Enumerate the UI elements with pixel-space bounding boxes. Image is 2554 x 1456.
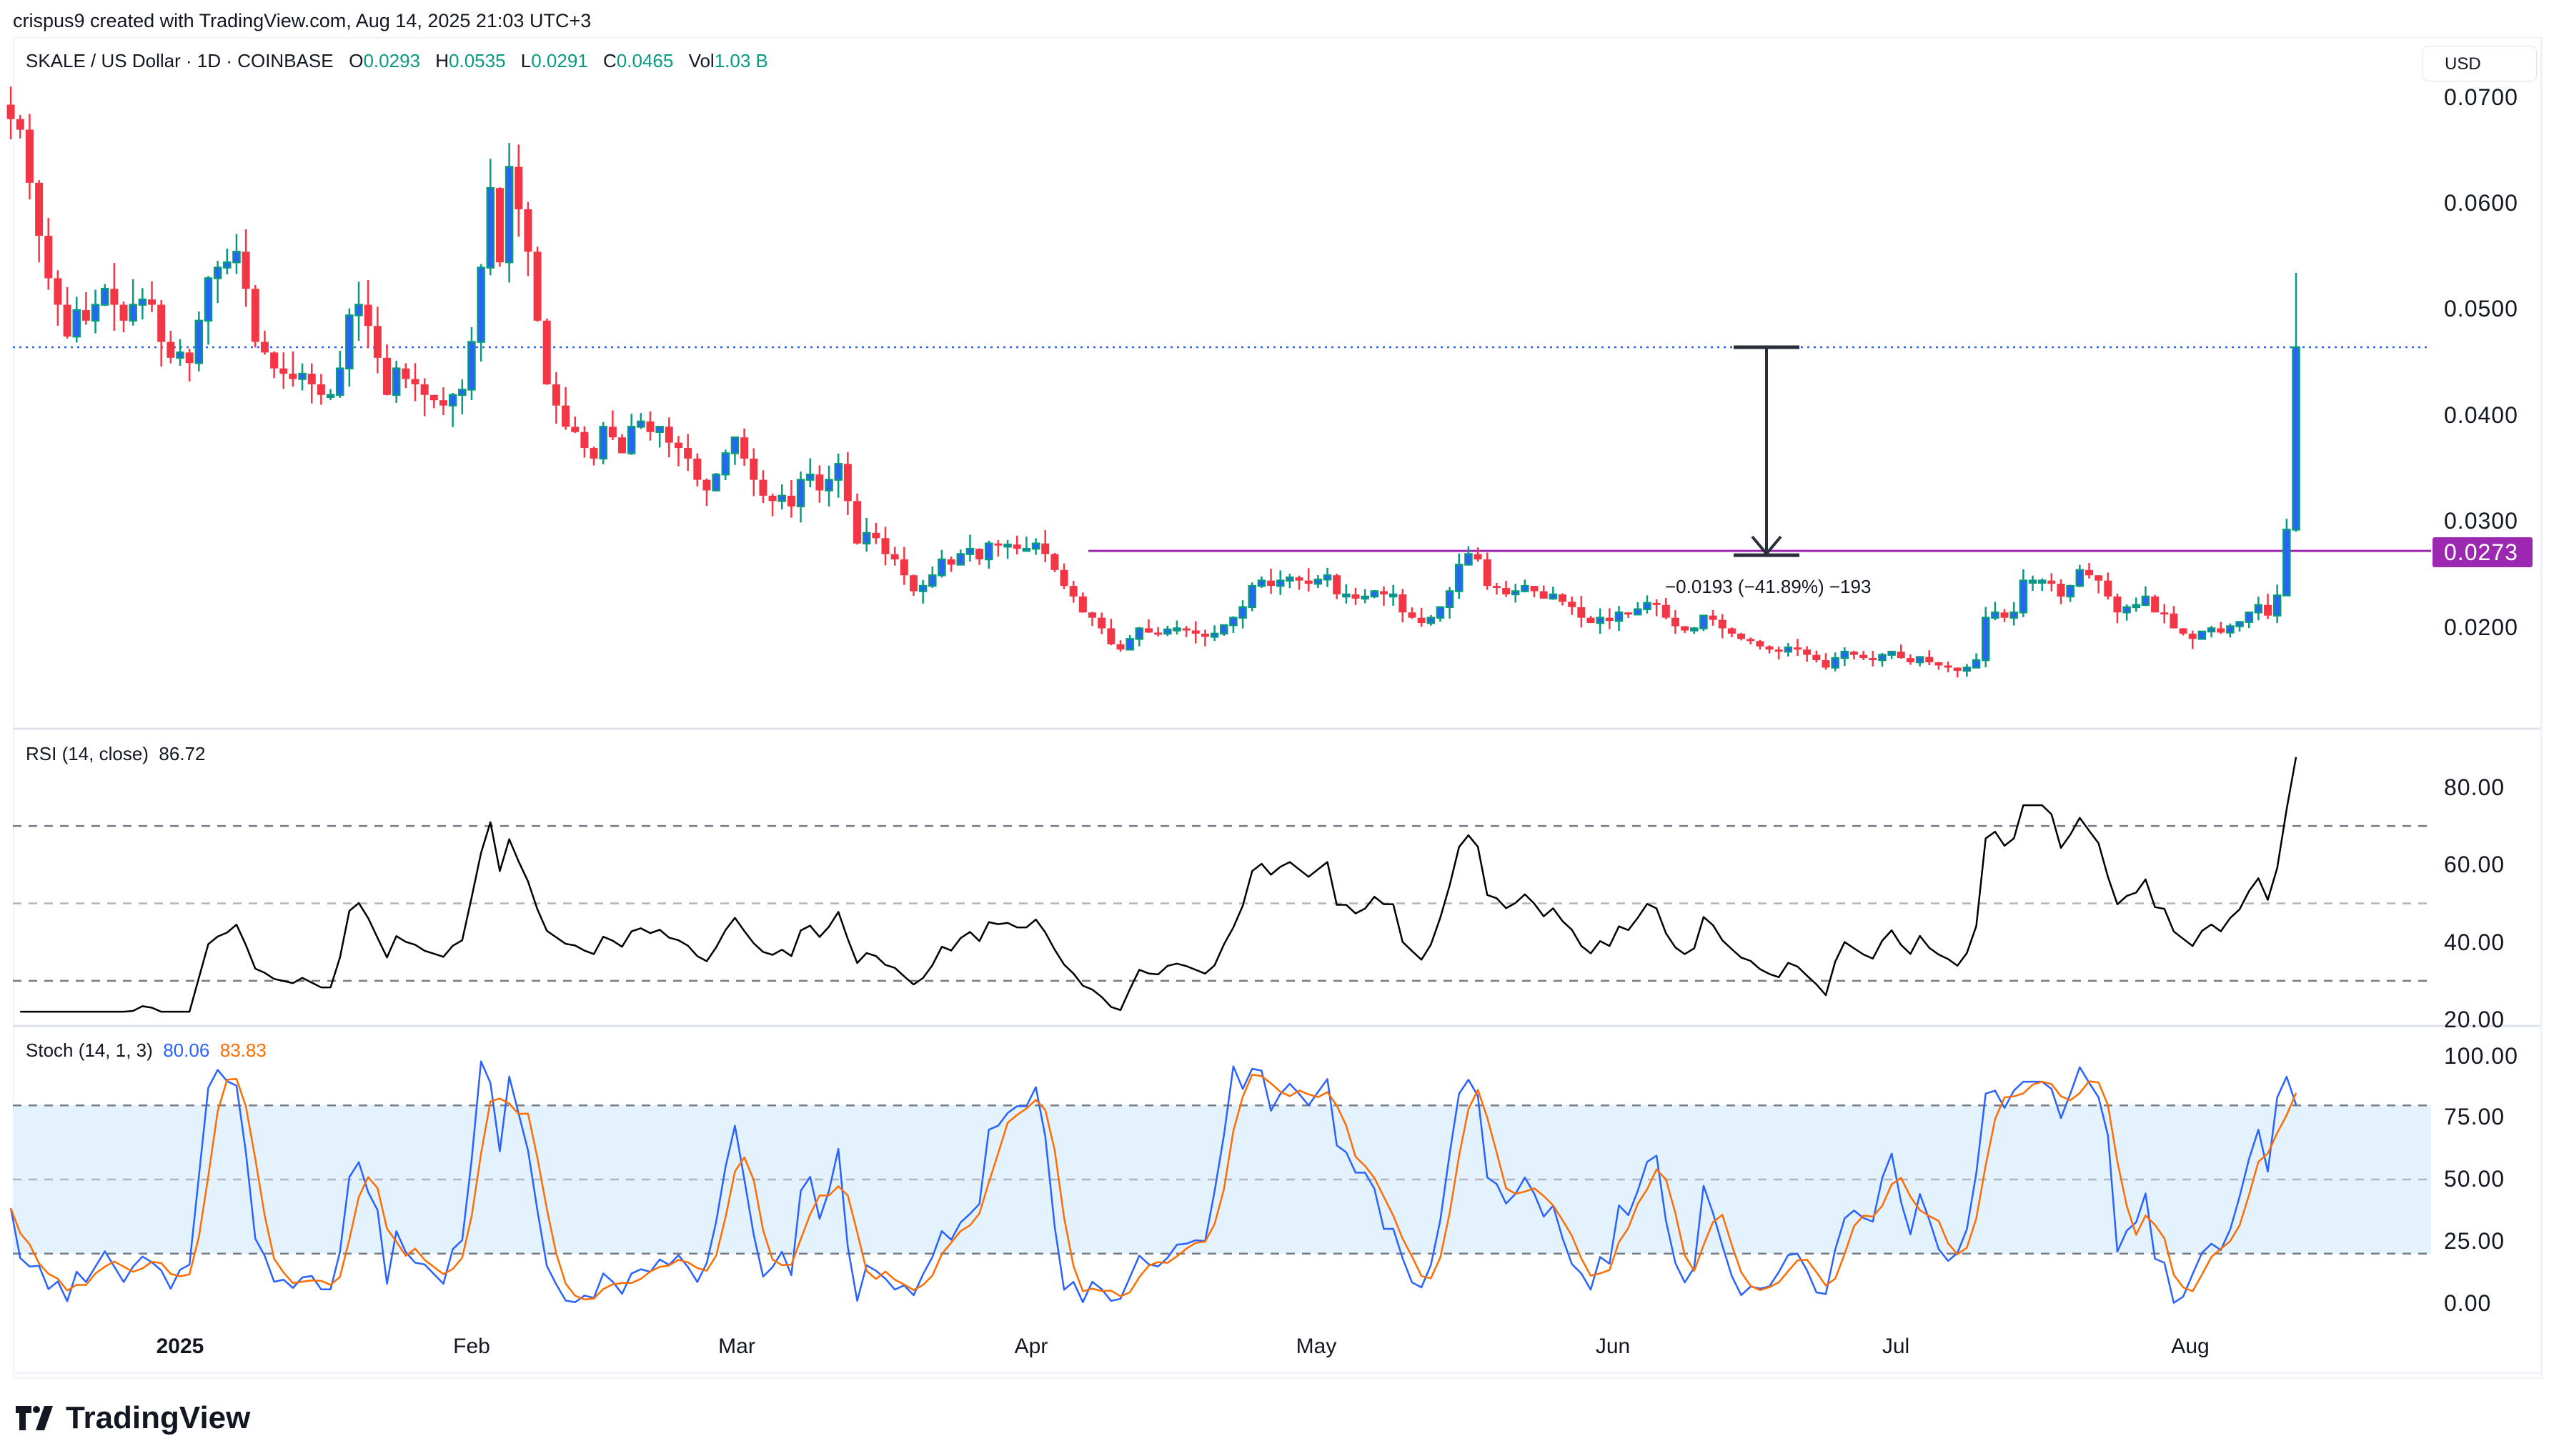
- measure-label: −0.0193 (−41.89%) −193: [1665, 576, 1872, 597]
- tradingview-logo[interactable]: TradingView: [16, 1400, 250, 1436]
- stoch-axis-label: 25.00: [2444, 1228, 2505, 1254]
- stoch-axis-label: 0.00: [2444, 1290, 2492, 1316]
- price-axis-label: 0.0600: [2444, 190, 2518, 216]
- stoch-axis-label: 100.00: [2444, 1043, 2518, 1069]
- rsi-axis-label: 20.00: [2444, 1007, 2505, 1032]
- ohlc-close: 0.0465: [616, 50, 674, 71]
- ohlc-high: 0.0535: [449, 50, 506, 71]
- rsi-axis-label: 80.00: [2444, 774, 2505, 800]
- price-axis-label: 0.0200: [2444, 614, 2518, 640]
- time-axis-label: Mar: [718, 1335, 755, 1358]
- stoch-axis-label: 50.00: [2444, 1166, 2505, 1192]
- volume: 1.03 B: [714, 50, 768, 71]
- time-axis-label: Aug: [2171, 1335, 2210, 1358]
- price-axis-label: 0.0500: [2444, 296, 2518, 321]
- rsi-axis-label: 60.00: [2444, 852, 2505, 877]
- rsi-label: RSI (14, close): [26, 743, 149, 764]
- rsi-value: 86.72: [159, 743, 206, 764]
- time-axis-label: May: [1296, 1335, 1337, 1358]
- rsi-axis-label: 40.00: [2444, 929, 2505, 955]
- time-axis-label: Feb: [453, 1335, 490, 1358]
- price-axis-label: 0.0700: [2444, 84, 2518, 110]
- stoch-d-value: 83.83: [219, 1039, 267, 1061]
- chart-credit: crispus9 created with TradingView.com, A…: [13, 10, 592, 31]
- symbol-title: SKALE / US Dollar · 1D · COINBASE: [26, 50, 334, 71]
- price-axis-label: 0.0300: [2444, 508, 2518, 534]
- logo-text: TradingView: [66, 1400, 251, 1435]
- price-axis-label: 0.0400: [2444, 402, 2518, 428]
- ohlc-open: 0.0293: [363, 50, 420, 71]
- currency-button[interactable]: USD: [2423, 46, 2537, 81]
- rsi-legend: RSI (14, close) 86.72: [26, 743, 205, 765]
- stoch-legend: Stoch (14, 1, 3) 80.06 83.83: [26, 1039, 267, 1062]
- time-axis-label: Jul: [1882, 1335, 1910, 1358]
- horizontal-line-price-tag[interactable]: 0.0273: [2433, 537, 2533, 567]
- stoch-k-value: 80.06: [163, 1039, 210, 1061]
- ohlc-low: 0.0291: [531, 50, 588, 71]
- stoch-axis-label: 75.00: [2444, 1104, 2505, 1130]
- time-axis-label: Jun: [1595, 1335, 1631, 1358]
- symbol-legend: SKALE / US Dollar · 1D · COINBASE O0.029…: [26, 50, 768, 71]
- tradingview-logo-icon: [16, 1406, 53, 1430]
- time-axis-label: 2025: [156, 1335, 204, 1358]
- time-axis-label: Apr: [1014, 1335, 1048, 1358]
- stoch-label: Stoch (14, 1, 3): [26, 1039, 153, 1061]
